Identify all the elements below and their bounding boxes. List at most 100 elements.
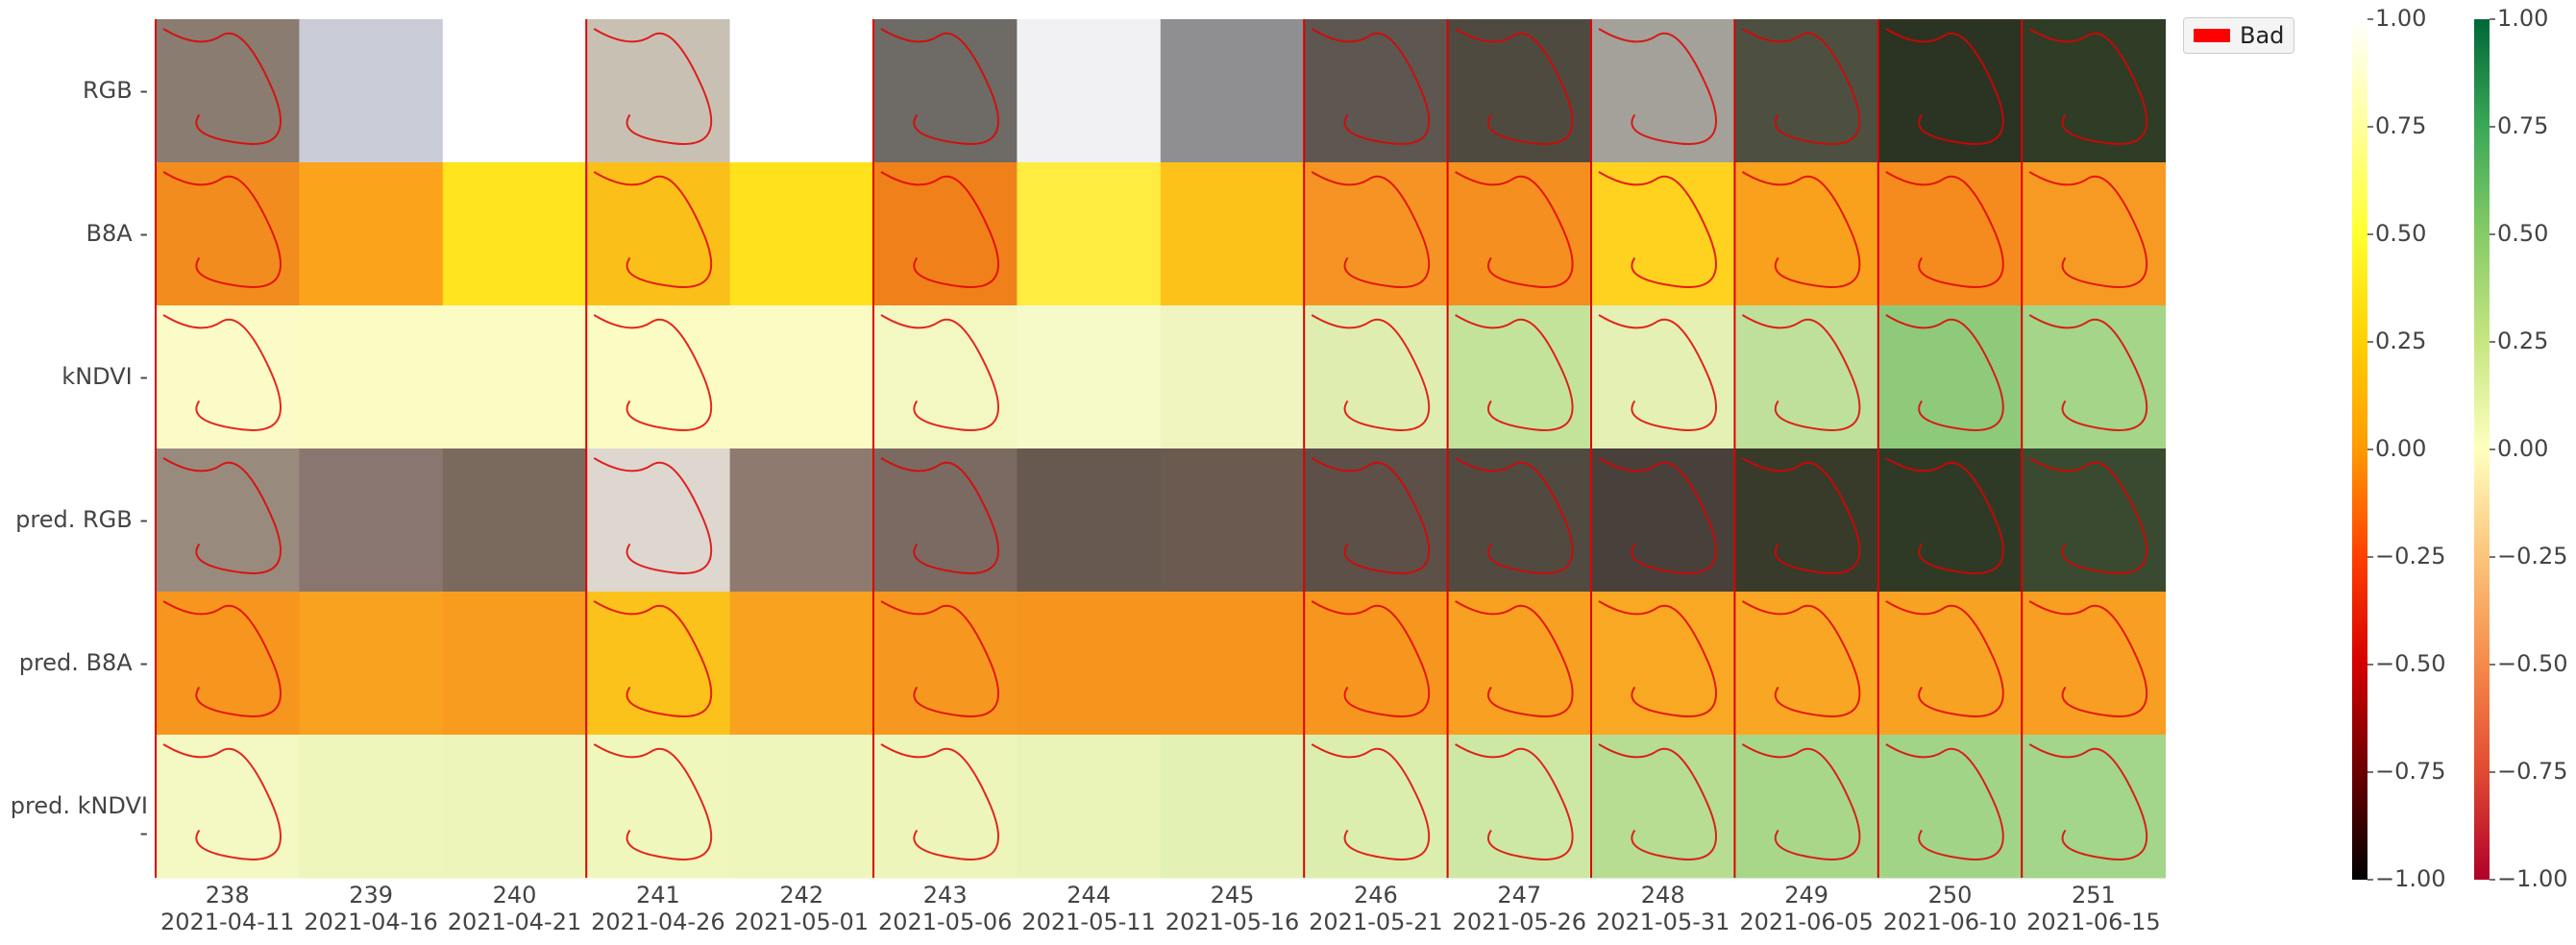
bad-mask-contour-247-2 xyxy=(1455,314,1574,431)
cell-kndvi-246 xyxy=(1304,305,1449,449)
cell-pred-kndvi-250 xyxy=(1877,735,2023,879)
colorbar-2-tick-label: −1.00 xyxy=(2497,865,2568,892)
column-id: 244 xyxy=(1067,882,1111,909)
column-id: 250 xyxy=(1927,882,1973,909)
cell-kndvi-241 xyxy=(586,305,731,449)
legend-swatch-bad xyxy=(2194,29,2230,42)
cell-pred-b8a-251 xyxy=(2022,592,2167,736)
row-label: pred. RGB - xyxy=(15,505,148,533)
colorbar-1-tick-label: −0.75 xyxy=(2375,758,2446,785)
bad-mask-contour-246-5 xyxy=(1311,743,1431,860)
cell-pred-kndvi-246 xyxy=(1304,735,1449,879)
bad-mask-contour-241-5 xyxy=(593,743,713,860)
cell-rgb-251 xyxy=(2022,19,2167,163)
colorbar-1-tick-label: −0.50 xyxy=(2375,650,2446,677)
cell-pred-b8a-245 xyxy=(1160,592,1305,736)
cell-b8a-240 xyxy=(442,162,587,306)
colorbar-2-tick-label: 1.00 xyxy=(2497,5,2549,32)
bad-mask-contour-238-1 xyxy=(162,171,282,288)
column-date: 2021-06-05 xyxy=(1739,909,1874,935)
cell-b8a-251 xyxy=(2022,162,2167,306)
column-date: 2021-05-31 xyxy=(1595,909,1730,935)
column-id: 251 xyxy=(2071,882,2116,909)
cell-kndvi-245 xyxy=(1160,305,1305,449)
cell-rgb-244 xyxy=(1017,19,1162,163)
column-label: 249 2021-06-05 xyxy=(1734,882,1878,935)
bad-mask-contour-238-4 xyxy=(162,600,282,717)
bad-mask-contour-247-0 xyxy=(1455,28,1574,145)
bad-mask-contour-247-5 xyxy=(1455,743,1574,860)
bad-mask-contour-250-0 xyxy=(1885,28,2004,145)
colorbar-1-tick-label: −1.00 xyxy=(2375,865,2446,892)
bad-mask-contour-238-3 xyxy=(162,457,282,574)
cell-pred-kndvi-249 xyxy=(1734,735,1879,879)
cell-b8a-246 xyxy=(1304,162,1449,306)
cell-pred-kndvi-251 xyxy=(2022,735,2167,879)
cell-kndvi-249 xyxy=(1734,305,1879,449)
bad-mask-contour-241-4 xyxy=(593,600,713,717)
cell-rgb-243 xyxy=(873,19,1018,163)
bad-mask-contour-243-4 xyxy=(880,600,999,717)
column-date: 2021-05-26 xyxy=(1452,909,1587,935)
bad-mask-contour-248-0 xyxy=(1598,28,1717,145)
cell-rgb-248 xyxy=(1591,19,1735,163)
cell-kndvi-247 xyxy=(1447,305,1592,449)
column-date: 2021-05-16 xyxy=(1165,909,1300,935)
cell-kndvi-243 xyxy=(873,305,1018,449)
column-id: 241 xyxy=(635,882,680,909)
bad-mask-contour-243-1 xyxy=(880,171,999,288)
cell-pred-rgb-240 xyxy=(442,448,587,593)
bad-mask-contour-250-1 xyxy=(1885,171,2004,288)
cell-rgb-245 xyxy=(1160,19,1305,163)
column-id: 247 xyxy=(1497,882,1542,909)
cell-pred-rgb-241 xyxy=(586,448,731,593)
column-id: 249 xyxy=(1784,882,1828,909)
cell-b8a-249 xyxy=(1734,162,1879,306)
column-label: 244 2021-05-11 xyxy=(1017,882,1161,935)
cell-pred-kndvi-238 xyxy=(156,735,300,879)
column-label: 248 2021-05-31 xyxy=(1591,882,1735,935)
cell-pred-rgb-238 xyxy=(156,448,300,593)
cell-b8a-244 xyxy=(1017,162,1162,306)
bad-mask-contour-241-2 xyxy=(593,314,713,431)
column-date: 2021-06-10 xyxy=(1882,909,2018,935)
cell-rgb-250 xyxy=(1877,19,2023,163)
bad-mask-contour-248-2 xyxy=(1598,314,1717,431)
bad-mask-contour-246-4 xyxy=(1311,600,1431,717)
bad-mask-contour-251-1 xyxy=(2028,171,2148,288)
cell-b8a-241 xyxy=(586,162,731,306)
cell-rgb-241 xyxy=(586,19,731,163)
bad-mask-contour-241-0 xyxy=(593,28,713,145)
cell-b8a-243 xyxy=(873,162,1018,306)
bad-mask-contour-251-5 xyxy=(2028,743,2148,860)
cell-pred-rgb-244 xyxy=(1017,448,1162,593)
bad-mask-contour-248-4 xyxy=(1598,600,1717,717)
bad-mask-contour-249-2 xyxy=(1741,314,1861,431)
cell-b8a-247 xyxy=(1447,162,1592,306)
colorbar-1-tick-label: 0.00 xyxy=(2375,435,2427,462)
bad-mask-contour-249-3 xyxy=(1741,457,1861,574)
column-date: 2021-04-26 xyxy=(591,909,725,935)
bad-mask-contour-250-3 xyxy=(1885,457,2004,574)
bad-mask-contour-246-2 xyxy=(1311,314,1431,431)
bad-mask-contour-251-4 xyxy=(2028,600,2148,717)
cell-pred-b8a-248 xyxy=(1591,592,1735,736)
cell-b8a-238 xyxy=(156,162,300,306)
colorbar-2-tick-label: 0.25 xyxy=(2497,327,2549,354)
cell-pred-kndvi-247 xyxy=(1447,735,1592,879)
column-label: 242 2021-05-01 xyxy=(729,882,873,935)
bad-mask-contour-246-0 xyxy=(1311,28,1431,145)
column-id: 248 xyxy=(1640,882,1685,909)
column-label: 243 2021-05-06 xyxy=(873,882,1018,935)
colorbar-2-tick-label: −0.25 xyxy=(2497,543,2568,569)
column-id: 245 xyxy=(1210,882,1255,909)
column-date: 2021-04-21 xyxy=(447,909,582,935)
bad-mask-contour-247-1 xyxy=(1455,171,1574,288)
cell-rgb-242 xyxy=(729,19,874,163)
column-id: 242 xyxy=(779,882,824,909)
cell-pred-rgb-250 xyxy=(1877,448,2023,593)
cell-pred-b8a-242 xyxy=(729,592,874,736)
cell-pred-b8a-249 xyxy=(1734,592,1879,736)
cell-b8a-239 xyxy=(299,162,444,306)
colorbar-2-tick-label: 0.50 xyxy=(2497,220,2549,247)
